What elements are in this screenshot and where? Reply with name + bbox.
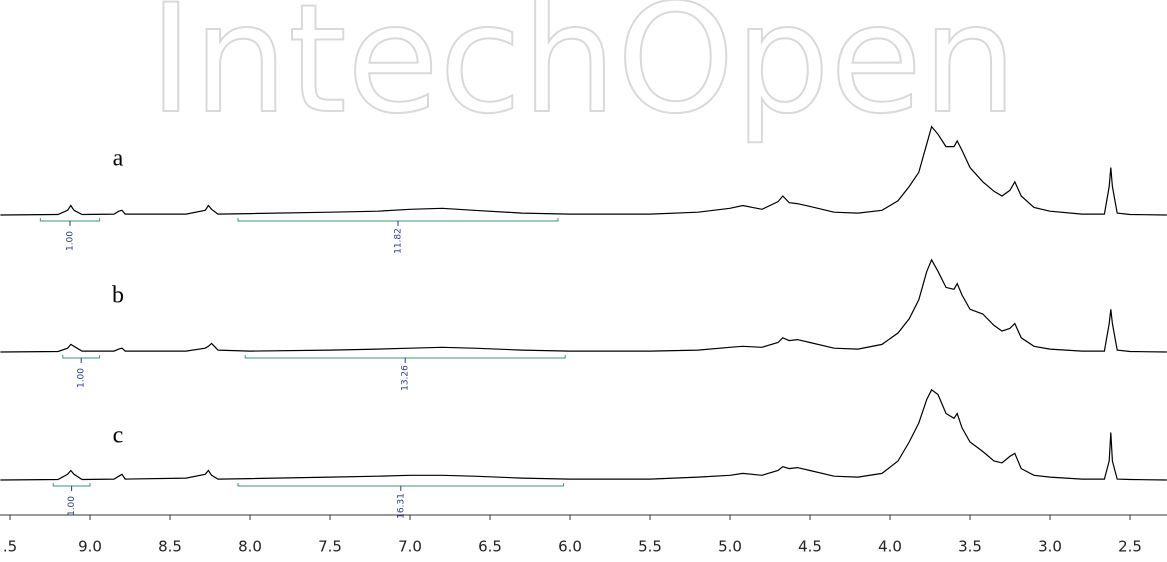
x-tick-label: 2.5 [1118,538,1142,556]
integral-label: 11.82 [394,228,404,254]
x-tick-label: 7.0 [398,538,422,556]
series-label: a [113,146,124,172]
spectrum-line [0,125,1167,216]
x-tick-label: 5.0 [718,538,742,556]
integral-label: 1.00 [77,368,87,388]
integral-bracket [62,355,101,359]
x-tick-label: 5.5 [638,538,662,556]
x-tick-label: .5 [3,538,17,556]
x-tick-label: 3.5 [958,538,982,556]
integral-label: 13.26 [401,365,411,391]
integral-bracket [52,483,91,487]
spectrum-line [0,388,1167,481]
x-tick-label: 6.0 [558,538,582,556]
integral-label: 1.00 [67,496,77,516]
x-tick-label: 9.0 [78,538,102,556]
x-tick-label: 3.0 [1038,538,1062,556]
series-label: c [113,423,124,449]
x-tick-label: 8.5 [158,538,182,556]
series-label: b [112,283,124,309]
x-tick-label: 4.0 [878,538,902,556]
spectrum-line [0,258,1167,353]
x-tick-label: 8.0 [238,538,262,556]
integral-bracket [39,218,101,222]
integral-bracket [237,483,565,487]
x-tick-label: 7.5 [318,538,342,556]
integral-bracket [244,355,566,359]
watermark: IntechOpen [149,0,1018,147]
integral-label: 1.00 [66,231,76,251]
x-tick-label: 6.5 [478,538,502,556]
integral-label: 16.31 [396,493,406,519]
integral-bracket [237,218,559,222]
x-tick-label: 4.5 [798,538,822,556]
